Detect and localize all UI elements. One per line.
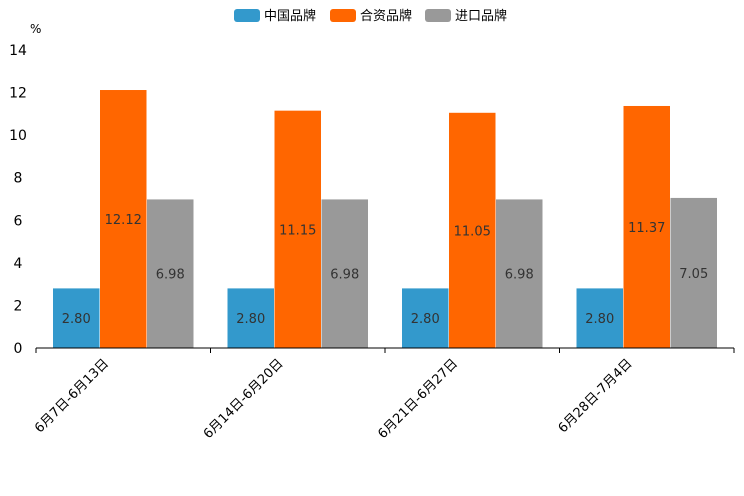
y-tick-label: 8 — [14, 171, 23, 187]
bar[interactable] — [321, 199, 369, 348]
bar-value-label: 2.80 — [62, 312, 91, 327]
legend-label[interactable]: 进口品牌 — [455, 8, 507, 24]
legend-label[interactable]: 合资品牌 — [360, 8, 412, 24]
bar-value-label: 11.05 — [454, 224, 491, 239]
bar-value-label: 6.98 — [156, 268, 185, 283]
x-category-label: 6月14日-6月20日 — [201, 356, 287, 442]
y-tick-label: 12 — [9, 86, 27, 102]
bar[interactable] — [53, 288, 100, 348]
legend-swatch[interactable] — [234, 9, 260, 22]
bar-value-label: 6.98 — [330, 268, 359, 283]
bar[interactable] — [449, 112, 496, 349]
legend-swatch[interactable] — [425, 9, 451, 22]
y-tick-label: 0 — [14, 341, 23, 357]
legend[interactable]: 中国品牌 合资品牌 进口品牌 — [234, 8, 507, 24]
bar[interactable] — [670, 197, 718, 348]
x-axis: 6月7日-6月13日 6月14日-6月20日 6月21日-6月27日 6月28日-7月… — [32, 347, 735, 442]
bar[interactable] — [100, 90, 147, 348]
bar-value-label: 7.05 — [679, 267, 708, 282]
bar-value-label: 12.12 — [105, 213, 142, 228]
bar[interactable] — [576, 288, 624, 348]
bar-value-label: 11.37 — [628, 221, 665, 236]
bar[interactable] — [496, 199, 543, 348]
bar-value-label: 2.80 — [236, 312, 265, 327]
bars: 2.80 12.12 6.98 2.80 11.15 6.98 2.80 11.05 6.98 2… — [53, 90, 718, 349]
y-tick-label: 14 — [9, 43, 27, 59]
legend-swatch[interactable] — [330, 9, 356, 22]
bar-value-label: 11.15 — [279, 223, 316, 238]
legend-label[interactable]: 中国品牌 — [264, 8, 316, 24]
y-axis-unit: % — [30, 22, 41, 36]
bar[interactable] — [402, 288, 449, 348]
y-axis: 0 2 4 6 8 10 12 14 — [9, 43, 27, 357]
y-tick-label: 2 — [14, 298, 23, 314]
bar-value-label: 2.80 — [411, 312, 440, 327]
x-category-label: 6月28日-7月4日 — [556, 356, 636, 436]
y-tick-label: 10 — [9, 128, 27, 144]
bar[interactable] — [623, 105, 671, 348]
bar-value-label: 6.98 — [505, 268, 534, 283]
x-category-label: 6月7日-6月13日 — [32, 356, 112, 436]
bar[interactable] — [227, 288, 275, 348]
bar-value-label: 2.80 — [585, 312, 614, 327]
bar[interactable] — [147, 199, 194, 348]
y-tick-label: 6 — [14, 213, 23, 229]
bar[interactable] — [274, 110, 322, 349]
y-tick-label: 4 — [14, 256, 23, 272]
x-category-label: 6月21日-6月27日 — [375, 356, 461, 442]
